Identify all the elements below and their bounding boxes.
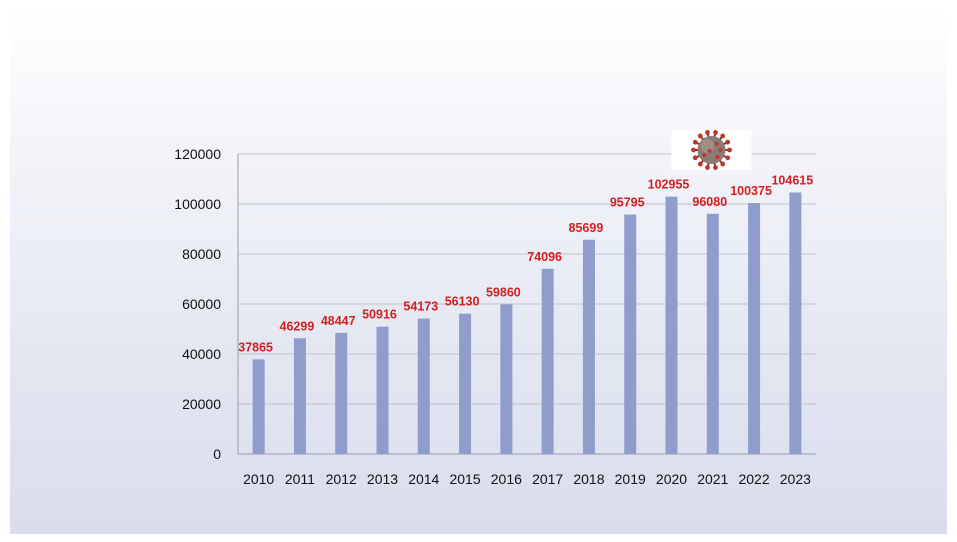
data-label: 48447: [321, 314, 356, 328]
data-label: 37865: [238, 340, 273, 354]
spike-tip: [705, 165, 710, 170]
bar: [624, 214, 637, 454]
bar: [665, 196, 678, 455]
spike-tip: [692, 139, 698, 145]
x-tick-label: 2017: [532, 471, 563, 487]
data-label: 85699: [569, 221, 604, 235]
y-tick-label: 60000: [182, 296, 221, 312]
virus-spot: [707, 149, 712, 153]
virus-spot: [718, 148, 723, 152]
spike-tip: [697, 133, 703, 139]
data-label: 46299: [280, 319, 315, 333]
y-axis-tick-labels: 0 20000 40000 60000 80000 100000 120000: [174, 146, 221, 462]
x-axis-tick-labels: 2010 2011 2012 2013 2014 2015 2016 2017 2018 2019…: [243, 471, 811, 487]
x-tick-label: 2011: [285, 471, 315, 487]
x-tick-label: 2021: [697, 471, 728, 487]
bar: [582, 239, 595, 454]
bar: [789, 192, 802, 454]
data-label: 54173: [403, 300, 438, 314]
bar: [541, 268, 554, 454]
x-tick-label: 2015: [449, 471, 480, 487]
spike-tip: [727, 147, 732, 153]
data-label: 104615: [771, 173, 813, 187]
spike-tip: [713, 165, 718, 170]
spike-tip: [692, 155, 698, 161]
x-tick-label: 2016: [491, 471, 522, 487]
bars: [252, 192, 802, 455]
y-tick-label: 100000: [174, 196, 221, 212]
bar: [417, 318, 430, 454]
bar: [293, 338, 306, 454]
virus-spot: [715, 155, 720, 159]
x-tick-label: 2019: [615, 471, 646, 487]
spike-tip: [725, 155, 731, 161]
virus-spot: [702, 153, 707, 157]
coronavirus-icon: [671, 130, 752, 170]
y-tick-label: 80000: [182, 246, 221, 262]
spike-tip: [725, 139, 731, 145]
bar: [252, 359, 265, 454]
slide-background: 0 20000 40000 60000 80000 100000 120000 2010 20…: [10, 8, 947, 534]
x-tick-label: 2014: [408, 471, 439, 487]
bar: [748, 203, 761, 454]
virus-highlight: [700, 139, 715, 153]
data-label: 74096: [527, 250, 562, 264]
data-label: 56130: [445, 295, 480, 309]
y-tick-label: 0: [213, 446, 221, 462]
y-tick-label: 120000: [174, 146, 221, 162]
x-tick-label: 2022: [738, 471, 769, 487]
spike-tip: [705, 130, 710, 135]
data-label: 96080: [692, 195, 727, 209]
bar: [459, 313, 472, 454]
x-tick-label: 2013: [367, 471, 398, 487]
y-tick-label: 20000: [182, 396, 221, 412]
spike-tip: [720, 133, 726, 139]
bar: [500, 304, 513, 454]
x-tick-label: 2010: [243, 471, 274, 487]
y-tick-label: 40000: [182, 346, 221, 362]
virus-spot: [714, 142, 719, 146]
x-tick-label: 2012: [326, 471, 357, 487]
data-label: 102955: [648, 178, 690, 192]
spike-tip: [713, 130, 718, 135]
x-tick-label: 2020: [656, 471, 687, 487]
bar: [376, 326, 389, 454]
data-label: 59860: [486, 285, 521, 299]
data-label: 100375: [730, 184, 772, 198]
spike-tip: [691, 147, 696, 153]
gridlines: [237, 153, 816, 455]
bar: [335, 332, 348, 454]
data-labels: 37865 46299 48447 50916 54173 56130 59860 74096…: [238, 173, 813, 354]
spike-tip: [720, 161, 726, 167]
data-label: 95795: [610, 196, 645, 210]
bar: [706, 213, 719, 454]
x-tick-label: 2023: [780, 471, 811, 487]
x-tick-label: 2018: [573, 471, 604, 487]
data-label: 50916: [362, 308, 397, 322]
spike-tip: [697, 161, 703, 167]
